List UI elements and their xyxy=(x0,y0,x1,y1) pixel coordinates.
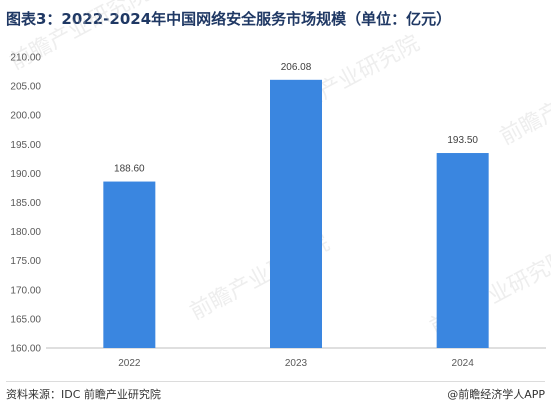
y-tick-label: 180.00 xyxy=(10,227,41,238)
y-axis: 160.00 165.00 170.00 175.00 180.00 185.00 190.… xyxy=(10,53,41,355)
y-tick-label: 175.00 xyxy=(10,256,41,267)
x-tick-label-2023: 2023 xyxy=(285,358,308,369)
bar-chart: 前瞻产业研究院前瞻产业研究院前瞻产业研究院前瞻产业研究院前瞻产业研究院 160.… xyxy=(6,0,551,369)
y-tick-label: 160.00 xyxy=(10,344,41,355)
y-tick-label: 195.00 xyxy=(10,140,41,151)
source-note: 资料来源：IDC 前瞻产业研究院 xyxy=(6,388,161,401)
x-tick-label-2022: 2022 xyxy=(118,358,141,369)
data-label-2023: 206.08 xyxy=(281,62,312,73)
watermark-text: 前瞻产业研究院 xyxy=(496,56,551,150)
y-tick-label: 205.00 xyxy=(10,82,41,93)
x-tick-label-2024: 2024 xyxy=(452,358,475,369)
bars: 188.60 206.08 193.50 xyxy=(103,62,489,349)
y-tick-label: 210.00 xyxy=(10,53,41,64)
x-axis: 2022 2023 2024 xyxy=(118,358,474,369)
bar-2024 xyxy=(436,153,489,348)
footer-divider xyxy=(6,381,545,382)
y-tick-label: 185.00 xyxy=(10,198,41,209)
chart-title: 图表3：2022-2024年中国网络安全服务市场规模（单位：亿元） xyxy=(6,10,452,28)
data-label-2024: 193.50 xyxy=(447,135,478,146)
bar-2023 xyxy=(270,79,322,349)
credit-note: @前瞻经济学人APP xyxy=(447,388,545,401)
y-tick-label: 190.00 xyxy=(10,169,41,180)
y-tick-label: 170.00 xyxy=(10,285,41,296)
bar-2022 xyxy=(103,181,156,348)
data-label-2022: 188.60 xyxy=(114,164,145,175)
y-tick-label: 165.00 xyxy=(10,314,41,325)
y-tick-label: 200.00 xyxy=(10,111,41,122)
watermark-text: 前瞻产业研究院 xyxy=(6,0,154,75)
